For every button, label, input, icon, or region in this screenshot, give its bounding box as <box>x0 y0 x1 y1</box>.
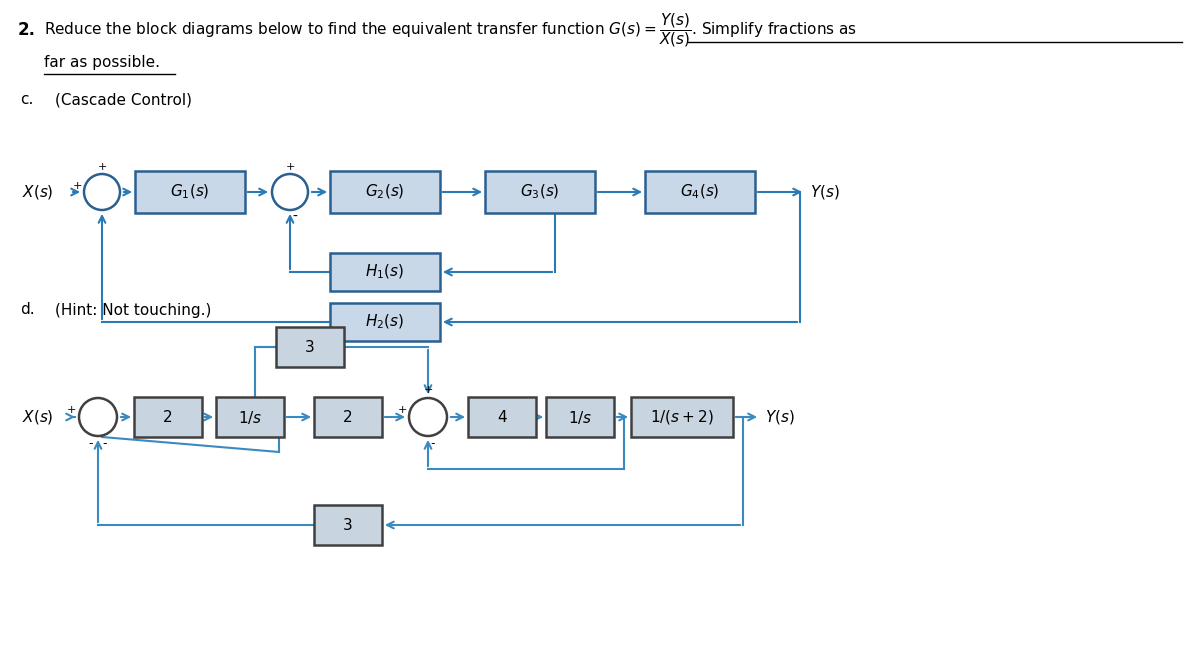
FancyBboxPatch shape <box>314 505 382 545</box>
Text: $G_1(s)$: $G_1(s)$ <box>170 183 210 201</box>
Text: +: + <box>97 162 107 172</box>
Text: d.: d. <box>20 302 35 317</box>
Text: $1/(s+2)$: $1/(s+2)$ <box>650 408 714 426</box>
FancyBboxPatch shape <box>485 171 595 213</box>
Text: +: + <box>66 405 76 415</box>
FancyBboxPatch shape <box>276 327 344 367</box>
Text: 4: 4 <box>497 409 506 425</box>
FancyBboxPatch shape <box>134 171 245 213</box>
FancyBboxPatch shape <box>314 397 382 437</box>
Text: $G_2(s)$: $G_2(s)$ <box>365 183 404 201</box>
Text: 2: 2 <box>343 409 353 425</box>
Text: +: + <box>286 162 295 172</box>
FancyBboxPatch shape <box>468 397 536 437</box>
Text: +: + <box>424 385 433 395</box>
FancyBboxPatch shape <box>330 253 440 291</box>
FancyBboxPatch shape <box>646 171 755 213</box>
Text: $G_4(s)$: $G_4(s)$ <box>680 183 720 201</box>
Text: $1/s$: $1/s$ <box>568 409 593 425</box>
Text: (Hint: Not touching.): (Hint: Not touching.) <box>55 302 211 317</box>
Text: $Y(s)$: $Y(s)$ <box>810 183 840 201</box>
Text: 2: 2 <box>163 409 173 425</box>
Text: 3: 3 <box>305 339 314 355</box>
FancyBboxPatch shape <box>631 397 733 437</box>
Text: 3: 3 <box>343 517 353 532</box>
FancyBboxPatch shape <box>134 397 202 437</box>
Text: (Cascade Control): (Cascade Control) <box>55 93 192 108</box>
Text: -: - <box>431 437 436 450</box>
FancyBboxPatch shape <box>546 397 614 437</box>
Text: -: - <box>293 210 298 224</box>
Text: -: - <box>103 437 107 450</box>
FancyBboxPatch shape <box>330 171 440 213</box>
Circle shape <box>409 398 446 436</box>
Text: $1/s$: $1/s$ <box>238 409 263 425</box>
Text: $X(s)$: $X(s)$ <box>22 408 54 426</box>
Text: $X(s)$: $X(s)$ <box>22 183 54 201</box>
Text: Reduce the block diagrams below to find the equivalent transfer function $G(s) =: Reduce the block diagrams below to find … <box>44 11 857 49</box>
FancyBboxPatch shape <box>216 397 284 437</box>
Text: far as possible.: far as possible. <box>44 54 160 69</box>
Text: +: + <box>72 181 82 191</box>
Text: 2.: 2. <box>18 21 36 39</box>
Text: +: + <box>397 405 407 415</box>
Circle shape <box>272 174 308 210</box>
Text: $H_2(s)$: $H_2(s)$ <box>366 312 404 331</box>
Circle shape <box>84 174 120 210</box>
Text: c.: c. <box>20 93 34 108</box>
FancyBboxPatch shape <box>330 303 440 341</box>
Text: $H_1(s)$: $H_1(s)$ <box>366 263 404 281</box>
Circle shape <box>79 398 118 436</box>
Text: $Y(s)$: $Y(s)$ <box>766 408 794 426</box>
Text: $G_3(s)$: $G_3(s)$ <box>521 183 559 201</box>
Text: -: - <box>89 437 94 450</box>
